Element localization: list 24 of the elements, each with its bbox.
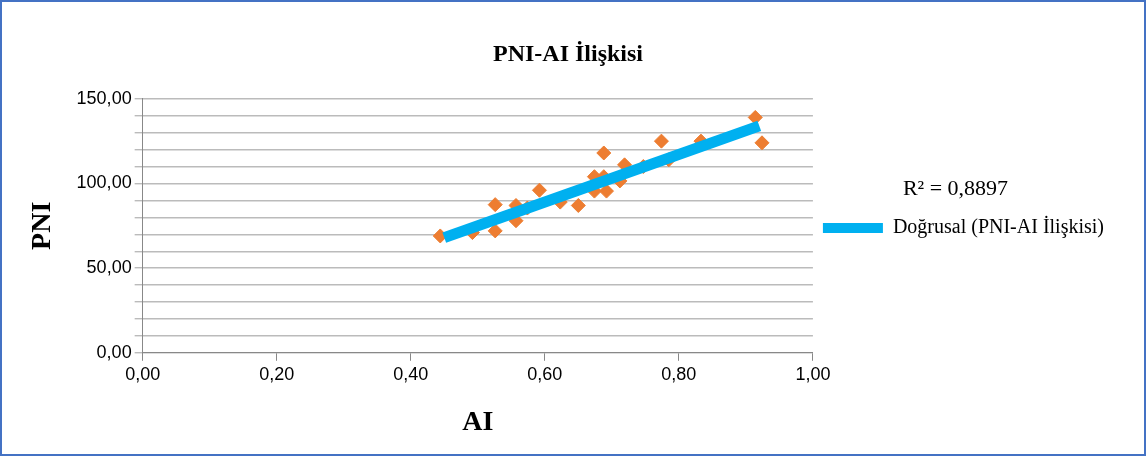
x-axis-title: AI xyxy=(462,405,494,437)
point xyxy=(570,197,586,213)
point xyxy=(487,197,503,213)
y-tick-label: 0,00 xyxy=(96,341,132,362)
x-tick-label: 0,60 xyxy=(527,363,563,384)
point xyxy=(747,109,763,125)
x-tick-label: 0,40 xyxy=(393,363,429,384)
point xyxy=(653,133,669,149)
point xyxy=(487,223,503,239)
x-tick-label: 0,80 xyxy=(661,363,697,384)
x-tick-label: 1,00 xyxy=(795,363,831,384)
point xyxy=(531,182,547,198)
chart-title: PNI-AI İlişkisi xyxy=(492,39,644,66)
point xyxy=(598,183,614,199)
y-tick-label: 150,00 xyxy=(76,87,132,108)
x-tick-label: 0,00 xyxy=(125,363,161,384)
text: R² = 0,8897 xyxy=(902,174,1009,200)
point xyxy=(754,135,770,151)
y-axis-title: PNI xyxy=(25,201,57,250)
legend-label: Doğrusal (PNI-AI İlişkisi) xyxy=(892,215,1105,239)
point xyxy=(596,145,612,161)
y-tick-label: 100,00 xyxy=(76,172,132,193)
y-tick-label: 50,00 xyxy=(86,257,132,278)
x-tick-label: 0,20 xyxy=(259,363,295,384)
